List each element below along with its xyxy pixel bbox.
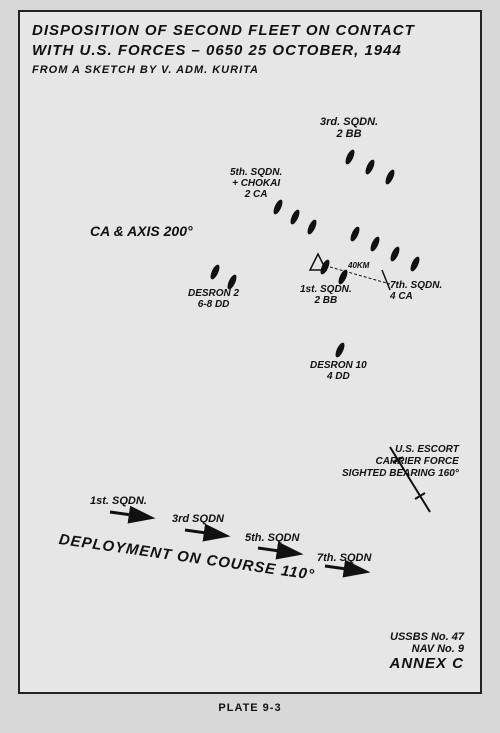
page: DISPOSITION OF SECOND FLEET ON CONTACT W…	[0, 0, 500, 733]
label-3rd-sqdn: 3rd. SQDN. 2 BB	[320, 116, 378, 140]
label-7th-sqdn: 7th. SQDN. 4 CA	[390, 280, 442, 302]
label-5th-sqdn: 5th. SQDN. + CHOKAI 2 CA	[230, 167, 282, 200]
diagram-svg	[20, 12, 480, 692]
label-desron10: DESRON 10 4 DD	[310, 360, 367, 382]
label-dep-5th: 5th. SQDN	[245, 532, 299, 544]
label-escort: U.S. ESCORT CARRIER FORCE SIGHTED BEARIN…	[342, 444, 459, 480]
label-dep-3rd: 3rd SQDN	[172, 513, 224, 525]
label-dep-1st: 1st. SQDN.	[90, 495, 147, 507]
label-desron2: DESRON 2 6-8 DD	[188, 288, 239, 310]
label-axis: CA & AXIS 200°	[90, 224, 193, 239]
corner-line3: ANNEX C	[389, 655, 464, 672]
diagram-frame: DISPOSITION OF SECOND FLEET ON CONTACT W…	[18, 10, 482, 694]
corner-block: USSBS No. 47 NAV No. 9 ANNEX C	[389, 631, 464, 672]
plate-label: PLATE 9-3	[0, 702, 500, 714]
label-dep-7th: 7th. SQDN	[317, 552, 371, 564]
label-range: 40KM	[348, 262, 369, 271]
corner-line1: USSBS No. 47	[389, 631, 464, 643]
label-1st-sqdn: 1st. SQDN. 2 BB	[300, 284, 352, 306]
corner-line2: NAV No. 9	[389, 643, 464, 655]
